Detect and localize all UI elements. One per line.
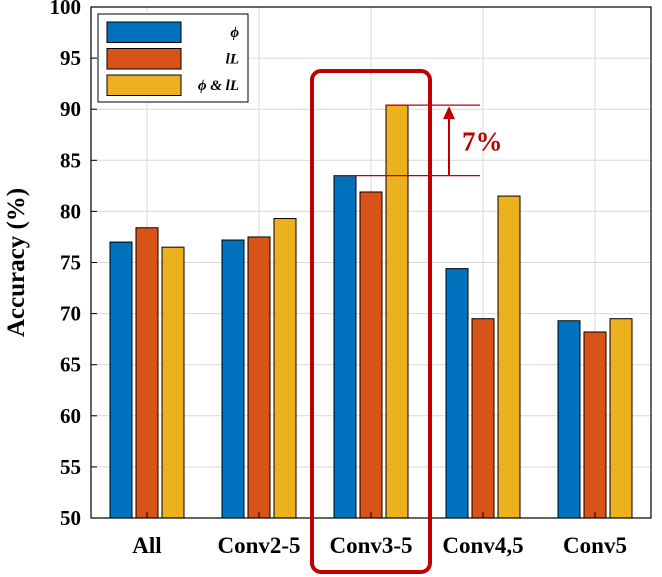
x-tick-label: Conv2-5 [217, 533, 300, 558]
y-axis-label: Accuracy (%) [3, 188, 30, 337]
y-tick-label: 50 [60, 506, 81, 530]
y-tick-label: 60 [60, 404, 81, 428]
x-tick-label: Conv4,5 [442, 533, 523, 558]
legend-label-2: lL [226, 52, 239, 68]
y-tick-label: 65 [60, 353, 81, 377]
highlight-box-conv3-5 [310, 69, 432, 574]
y-tick-label: 70 [60, 302, 81, 326]
bar-3-conv3-5 [385, 104, 409, 519]
bar-3-conv4-5 [497, 195, 521, 519]
y-tick-label: 95 [60, 46, 81, 70]
y-tick-label: 55 [60, 455, 81, 479]
y-tick-label: 75 [60, 251, 81, 275]
bar-3-conv5 [609, 318, 633, 519]
legend-swatch-3 [106, 74, 182, 96]
y-axis-ticks: 50 55 60 65 70 75 80 85 90 95 100 [50, 0, 97, 530]
y-tick-label: 100 [50, 0, 82, 19]
legend-label-1: ϕ [230, 25, 239, 41]
x-tick-label: Conv3-5 [329, 533, 412, 558]
x-axis-ticks: All Conv2-5 Conv3-5 Conv4,5 Conv5 [132, 512, 627, 558]
bar-2-conv5 [583, 331, 607, 519]
bar-3-conv2-5 [273, 218, 297, 519]
legend: ϕ lL ϕ & lL [97, 13, 249, 103]
y-tick-label: 90 [60, 97, 81, 121]
legend-swatch-2 [106, 48, 182, 70]
bar-2-all [135, 227, 159, 519]
legend-label-3: ϕ & lL [198, 78, 239, 94]
bar-2-conv3-5 [359, 191, 383, 519]
bar-1-conv3-5 [333, 175, 357, 519]
highlight-group: 7% [310, 69, 503, 574]
bar-1-all [109, 241, 133, 519]
annotation-label: 7% [462, 126, 503, 156]
legend-swatch-1 [106, 21, 182, 43]
bar-3-all [161, 246, 185, 519]
bar-1-conv4-5 [445, 268, 469, 519]
bar-2-conv4-5 [471, 318, 495, 519]
x-tick-label: Conv5 [563, 533, 627, 558]
bar-2-conv2-5 [247, 236, 271, 519]
annotation-arrow-head [443, 106, 455, 120]
y-tick-label: 80 [60, 199, 81, 223]
bar-1-conv2-5 [221, 239, 245, 519]
x-tick-label: All [132, 533, 161, 558]
y-tick-label: 85 [60, 148, 81, 172]
bar-1-conv5 [557, 320, 581, 519]
